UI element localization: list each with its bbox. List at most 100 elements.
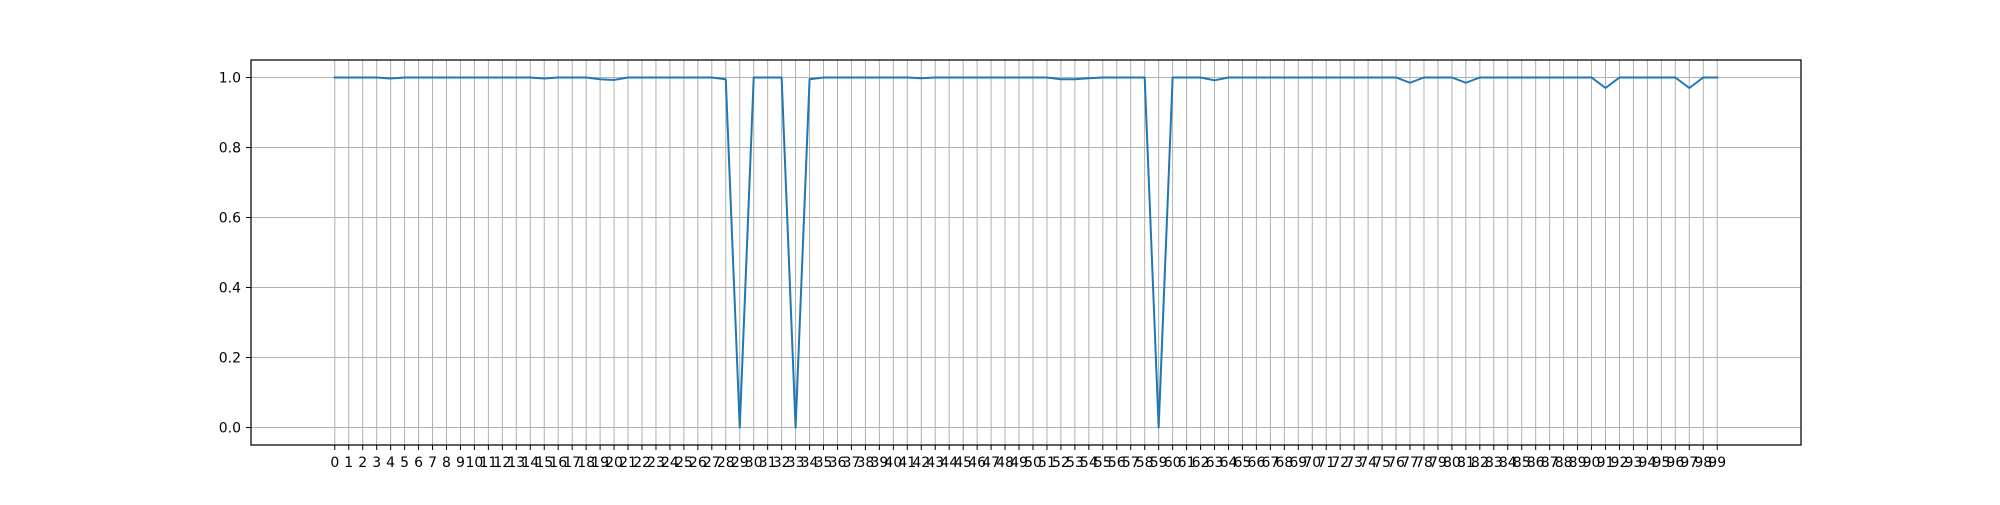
x-tick-label: 56 — [1108, 455, 1126, 471]
x-tick-label: 98 — [1694, 455, 1712, 471]
x-tick-label: 34 — [801, 455, 819, 471]
x-tick-label: 7 — [428, 455, 437, 471]
x-tick-label: 87 — [1541, 455, 1559, 471]
x-tick-label: 39 — [870, 455, 888, 471]
x-tick-label: 44 — [940, 455, 958, 471]
x-tick-label: 40 — [884, 455, 902, 471]
x-tick-label: 95 — [1652, 455, 1670, 471]
x-tick-label: 72 — [1331, 455, 1349, 471]
x-tick-label: 61 — [1178, 455, 1196, 471]
x-tick-label: 6 — [414, 455, 423, 471]
x-tick-label: 82 — [1471, 455, 1489, 471]
x-tick-label: 2 — [358, 455, 367, 471]
x-tick-label: 46 — [968, 455, 986, 471]
x-tick-label: 37 — [843, 455, 861, 471]
x-tick-label: 19 — [591, 455, 609, 471]
x-tick-label: 4 — [386, 455, 395, 471]
x-tick-label: 0 — [330, 455, 339, 471]
x-tick-label: 55 — [1094, 455, 1112, 471]
x-tick-label: 13 — [507, 455, 525, 471]
x-tick-label: 99 — [1708, 455, 1726, 471]
x-tick-label: 96 — [1666, 455, 1684, 471]
x-tick-label: 27 — [703, 455, 721, 471]
x-tick-label: 80 — [1443, 455, 1461, 471]
x-tick-label: 50 — [1024, 455, 1042, 471]
x-tick-label: 59 — [1150, 455, 1168, 471]
x-tick-label: 97 — [1680, 455, 1698, 471]
x-tick-label: 21 — [619, 455, 637, 471]
x-tick-label: 41 — [898, 455, 916, 471]
x-tick-label: 43 — [926, 455, 944, 471]
x-tick-label: 73 — [1345, 455, 1363, 471]
y-tick-label: 0.4 — [219, 281, 241, 297]
ticks-layer: 0 1 2 3 4 5 6 7 8 9 101112131415161718192021222324… — [219, 71, 1726, 472]
grid-layer — [251, 60, 1801, 445]
x-tick-label: 18 — [577, 455, 595, 471]
x-tick-label: 29 — [731, 455, 749, 471]
x-tick-label: 16 — [549, 455, 567, 471]
x-tick-label: 66 — [1247, 455, 1265, 471]
x-tick-label: 47 — [982, 455, 1000, 471]
x-tick-label: 9 — [456, 455, 465, 471]
x-tick-label: 76 — [1387, 455, 1405, 471]
x-tick-label: 20 — [605, 455, 623, 471]
x-tick-label: 1 — [344, 455, 353, 471]
y-tick-label: 0.2 — [219, 351, 241, 367]
plot-frame — [250, 59, 1802, 446]
series-line — [333, 76, 1719, 429]
y-tick-label: 0.6 — [219, 211, 241, 227]
x-tick-label: 49 — [1010, 455, 1028, 471]
x-tick-label: 30 — [745, 455, 763, 471]
y-tick-label: 0.8 — [219, 141, 241, 157]
x-tick-label: 26 — [689, 455, 707, 471]
x-tick-label: 5 — [400, 455, 409, 471]
x-tick-label: 42 — [912, 455, 930, 471]
x-tick-label: 71 — [1317, 455, 1335, 471]
x-tick-label: 3 — [372, 455, 381, 471]
x-tick-label: 53 — [1066, 455, 1084, 471]
x-tick-label: 63 — [1206, 455, 1224, 471]
x-tick-label: 54 — [1080, 455, 1098, 471]
x-tick-label: 38 — [857, 455, 875, 471]
x-tick-label: 12 — [493, 455, 511, 471]
x-tick-label: 88 — [1555, 455, 1573, 471]
x-tick-label: 17 — [563, 455, 581, 471]
series-layer — [333, 76, 1719, 429]
x-tick-label: 11 — [479, 455, 497, 471]
x-tick-label: 14 — [521, 455, 539, 471]
x-tick-label: 31 — [759, 455, 777, 471]
x-tick-label: 85 — [1513, 455, 1531, 471]
x-tick-label: 58 — [1136, 455, 1154, 471]
x-tick-label: 48 — [996, 455, 1014, 471]
x-tick-label: 77 — [1401, 455, 1419, 471]
x-tick-label: 67 — [1261, 455, 1279, 471]
x-tick-label: 23 — [647, 455, 665, 471]
x-tick-label: 81 — [1457, 455, 1475, 471]
x-tick-label: 65 — [1234, 455, 1252, 471]
x-tick-label: 32 — [773, 455, 791, 471]
x-tick-label: 15 — [535, 455, 553, 471]
x-tick-label: 57 — [1122, 455, 1140, 471]
x-tick-label: 60 — [1164, 455, 1182, 471]
y-tick-label: 0.0 — [219, 421, 241, 437]
x-tick-label: 92 — [1611, 455, 1629, 471]
x-tick-label: 28 — [717, 455, 735, 471]
x-tick-label: 10 — [466, 455, 484, 471]
x-tick-label: 83 — [1485, 455, 1503, 471]
x-tick-label: 86 — [1527, 455, 1545, 471]
x-tick-label: 90 — [1583, 455, 1601, 471]
x-tick-label: 33 — [787, 455, 805, 471]
x-tick-label: 51 — [1038, 455, 1056, 471]
x-tick-label: 45 — [954, 455, 972, 471]
x-tick-label: 24 — [661, 455, 679, 471]
x-tick-label: 36 — [829, 455, 847, 471]
x-tick-label: 91 — [1597, 455, 1615, 471]
x-tick-label: 78 — [1415, 455, 1433, 471]
x-tick-label: 35 — [815, 455, 833, 471]
x-tick-label: 84 — [1499, 455, 1517, 471]
x-tick-label: 75 — [1373, 455, 1391, 471]
x-tick-label: 22 — [633, 455, 651, 471]
x-tick-label: 62 — [1192, 455, 1210, 471]
